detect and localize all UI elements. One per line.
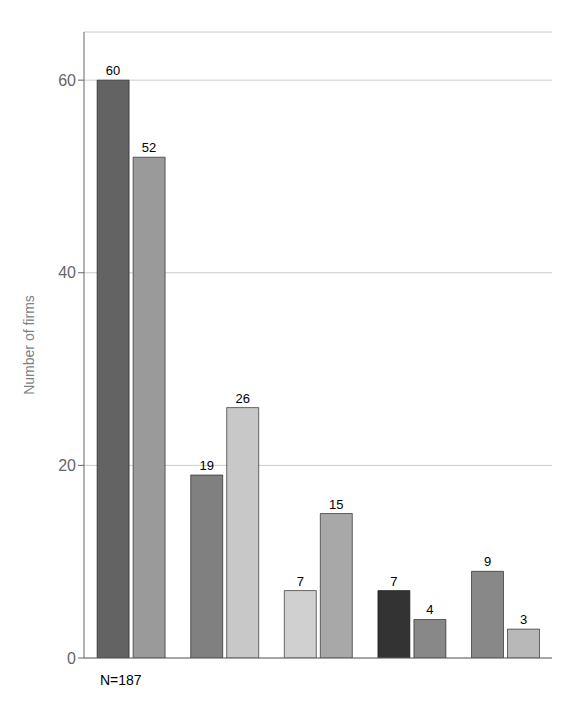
svg-text:52: 52 (142, 140, 156, 155)
svg-text:15: 15 (329, 497, 343, 512)
svg-text:60: 60 (58, 72, 76, 89)
svg-text:40: 40 (58, 264, 76, 281)
svg-text:Number of firms: Number of firms (21, 295, 37, 395)
html-text:N=187: N=187 (100, 672, 142, 688)
svg-text:7: 7 (390, 574, 397, 589)
svg-text:7: 7 (297, 574, 304, 589)
svg-text:4: 4 (426, 602, 433, 617)
svg-text:19: 19 (199, 458, 213, 473)
svg-text:20: 20 (58, 457, 76, 474)
svg-text:26: 26 (235, 391, 249, 406)
svg-text:60: 60 (106, 63, 120, 78)
svg-text:9: 9 (484, 554, 491, 569)
svg-text:3: 3 (520, 612, 527, 627)
svg-text:0: 0 (67, 650, 76, 667)
